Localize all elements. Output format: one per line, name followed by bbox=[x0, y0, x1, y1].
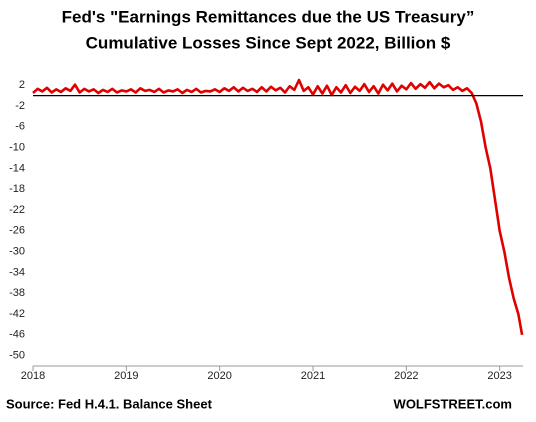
credit: WOLFSTREET.com bbox=[394, 396, 512, 411]
y-tick-label: -14 bbox=[9, 162, 25, 174]
x-tick-label: 2018 bbox=[21, 370, 45, 382]
y-tick-label: -50 bbox=[9, 350, 25, 362]
y-tick-label: -22 bbox=[9, 204, 25, 216]
y-tick-label: -42 bbox=[9, 308, 25, 320]
y-tick-label: -30 bbox=[9, 246, 25, 258]
y-tick-label: -26 bbox=[9, 225, 25, 237]
x-tick-label: 2019 bbox=[114, 370, 138, 382]
x-tick-label: 2023 bbox=[487, 370, 511, 382]
y-tick-label: -18 bbox=[9, 183, 25, 195]
y-tick-label: -6 bbox=[15, 121, 25, 133]
y-tick-label: -10 bbox=[9, 142, 25, 154]
y-tick-label: -2 bbox=[15, 100, 25, 112]
x-tick-label: 2022 bbox=[394, 370, 418, 382]
y-tick-label: -38 bbox=[9, 287, 25, 299]
chart-title: Fed's "Earnings Remittances due the US T… bbox=[62, 7, 475, 26]
data-line bbox=[32, 78, 524, 336]
source: Source: Fed H.4.1. Balance Sheet bbox=[6, 396, 213, 411]
x-tick-label: 2021 bbox=[301, 370, 325, 382]
x-tick-label: 2020 bbox=[207, 370, 231, 382]
chart-title: Cumulative Losses Since Sept 2022, Billi… bbox=[86, 33, 451, 52]
y-tick-label: -46 bbox=[9, 329, 25, 341]
y-tick-label: 2 bbox=[19, 79, 25, 91]
y-tick-label: -34 bbox=[9, 266, 25, 278]
